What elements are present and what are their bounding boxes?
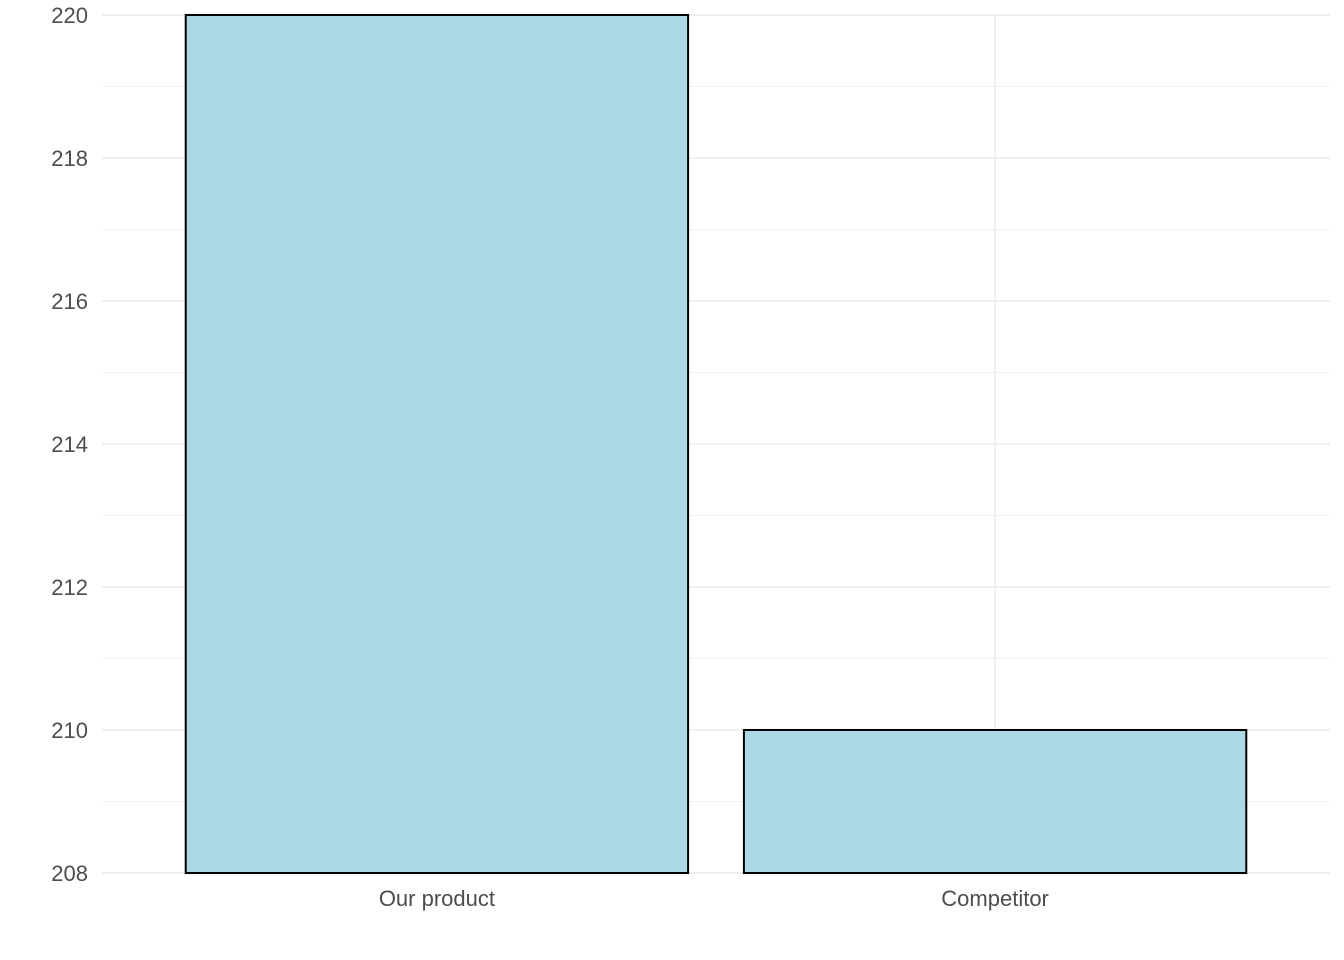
y-tick-label: 208 (51, 861, 88, 886)
y-tick-label: 212 (51, 575, 88, 600)
y-tick-label: 218 (51, 146, 88, 171)
x-tick-label: Competitor (941, 886, 1049, 911)
x-tick-label: Our product (379, 886, 495, 911)
bar-competitor (742, 729, 1248, 874)
y-tick-label: 220 (51, 3, 88, 28)
y-tick-label: 216 (51, 289, 88, 314)
bars-layer (184, 14, 1248, 874)
y-tick-label: 210 (51, 718, 88, 743)
y-tick-label: 214 (51, 432, 88, 457)
bar-our-product (184, 14, 690, 874)
y-axis-tick-labels: 208 210 212 214 216 218 220 (51, 3, 88, 886)
x-axis-tick-labels: Our product Competitor (379, 886, 1049, 911)
